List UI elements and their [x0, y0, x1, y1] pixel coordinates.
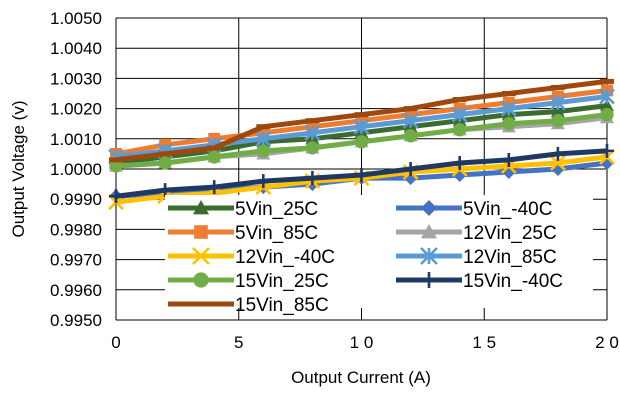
- x-tick-label: 0: [111, 333, 120, 352]
- legend-label: 15Vin_-40C: [463, 271, 563, 292]
- legend-item: 12Vin_-40C: [168, 247, 335, 268]
- y-tick-label: 0.9950: [50, 311, 102, 330]
- legend-label: 12Vin_85C: [463, 247, 557, 268]
- point-marker: [353, 118, 370, 135]
- x-tick-label: 1 5: [472, 333, 496, 352]
- point-marker: [304, 124, 321, 141]
- point-marker: [549, 155, 566, 171]
- legend-item: 15Vin_85C: [168, 295, 329, 316]
- point-marker: [600, 107, 614, 122]
- legend-item: 15Vin_25C: [168, 271, 329, 292]
- point-marker: [421, 224, 437, 239]
- point-marker: [549, 94, 566, 111]
- point-marker: [501, 91, 516, 96]
- x-tick-label: 2 0: [595, 333, 619, 352]
- legend-label: 15Vin_85C: [235, 295, 329, 316]
- legend-label: 5Vin_25C: [235, 199, 318, 220]
- legend-label: 12Vin_25C: [463, 223, 557, 244]
- point-marker: [599, 88, 615, 105]
- legend-label: 15Vin_25C: [235, 271, 329, 292]
- legend-item: 5Vin_25C: [168, 199, 318, 220]
- point-marker: [600, 143, 614, 158]
- point-marker: [502, 117, 516, 131]
- point-marker: [255, 130, 272, 147]
- point-marker: [109, 189, 123, 204]
- x-tick-label: 5: [234, 333, 243, 352]
- point-marker: [500, 100, 517, 117]
- point-marker: [421, 272, 437, 288]
- point-marker: [158, 183, 173, 198]
- point-marker: [256, 174, 271, 189]
- point-marker: [305, 118, 320, 124]
- point-marker: [453, 123, 467, 137]
- point-marker: [207, 145, 222, 151]
- point-marker: [402, 112, 419, 129]
- point-marker: [256, 124, 271, 130]
- y-tick-label: 0.9990: [50, 190, 102, 209]
- point-marker: [158, 151, 173, 157]
- point-marker: [158, 156, 172, 170]
- x-tick-label: 1 0: [350, 333, 374, 352]
- y-tick-label: 1.0040: [50, 39, 102, 58]
- y-tick-label: 1.0050: [50, 9, 102, 28]
- point-marker: [550, 146, 565, 161]
- point-marker: [550, 104, 565, 118]
- point-marker: [421, 200, 437, 216]
- y-tick-label: 0.9970: [50, 251, 102, 270]
- y-tick-label: 0.9980: [50, 220, 102, 239]
- point-marker: [420, 247, 438, 265]
- point-marker: [403, 129, 418, 143]
- point-marker: [600, 78, 614, 84]
- point-marker: [194, 225, 208, 239]
- y-tick-label: 0.9960: [50, 281, 102, 300]
- point-marker: [403, 162, 418, 176]
- point-marker: [192, 247, 210, 265]
- series-layer: [108, 78, 615, 211]
- legend-item: 12Vin_85C: [396, 247, 557, 268]
- point-marker: [451, 106, 468, 123]
- y-axis-label: Output Voltage (v): [9, 100, 28, 237]
- point-marker: [305, 171, 320, 186]
- legend-item: 15Vin_-40C: [396, 271, 563, 292]
- legend-item: 5Vin_85C: [168, 223, 318, 244]
- point-marker: [600, 98, 614, 112]
- point-marker: [354, 135, 369, 149]
- legend-label: 5Vin_85C: [235, 223, 318, 244]
- y-tick-label: 1.0020: [50, 100, 102, 119]
- point-marker: [452, 155, 467, 170]
- legend-item: 5Vin_-40C: [396, 199, 552, 220]
- legend-label: 5Vin_-40C: [463, 199, 552, 220]
- legend-box: [165, 195, 593, 308]
- series-15vin-40c: [109, 143, 614, 204]
- point-marker: [550, 84, 565, 90]
- legend-item: 12Vin_25C: [396, 223, 557, 244]
- point-marker: [354, 112, 369, 118]
- x-axis-label: Output Current (A): [291, 368, 431, 387]
- legend-label: 12Vin_-40C: [235, 247, 335, 268]
- legend: 5Vin_25C 5Vin_-40C 5Vin_85C 12Vin_25C 12Vin_…: [165, 195, 593, 316]
- point-marker: [207, 180, 222, 195]
- point-marker: [551, 114, 565, 128]
- y-tick-label: 1.0000: [50, 160, 102, 179]
- point-marker: [207, 150, 221, 164]
- series-15vin-25c: [109, 107, 614, 173]
- point-marker: [501, 152, 516, 167]
- point-marker: [403, 106, 418, 112]
- point-marker: [256, 144, 270, 158]
- point-marker: [305, 141, 320, 155]
- point-marker: [354, 168, 369, 183]
- point-marker: [193, 301, 209, 307]
- point-marker: [193, 272, 209, 288]
- point-marker: [109, 159, 123, 173]
- axis-layer: 0 5 1 0 1 5 2 0 0.9950 0.9960 0.9970 0.9980 0.999…: [50, 9, 619, 352]
- point-marker: [193, 200, 209, 215]
- point-marker: [109, 157, 123, 163]
- y-tick-label: 1.0030: [50, 69, 102, 88]
- y-tick-label: 1.0010: [50, 130, 102, 149]
- point-marker: [452, 97, 467, 103]
- series-15vin-85c: [109, 78, 614, 163]
